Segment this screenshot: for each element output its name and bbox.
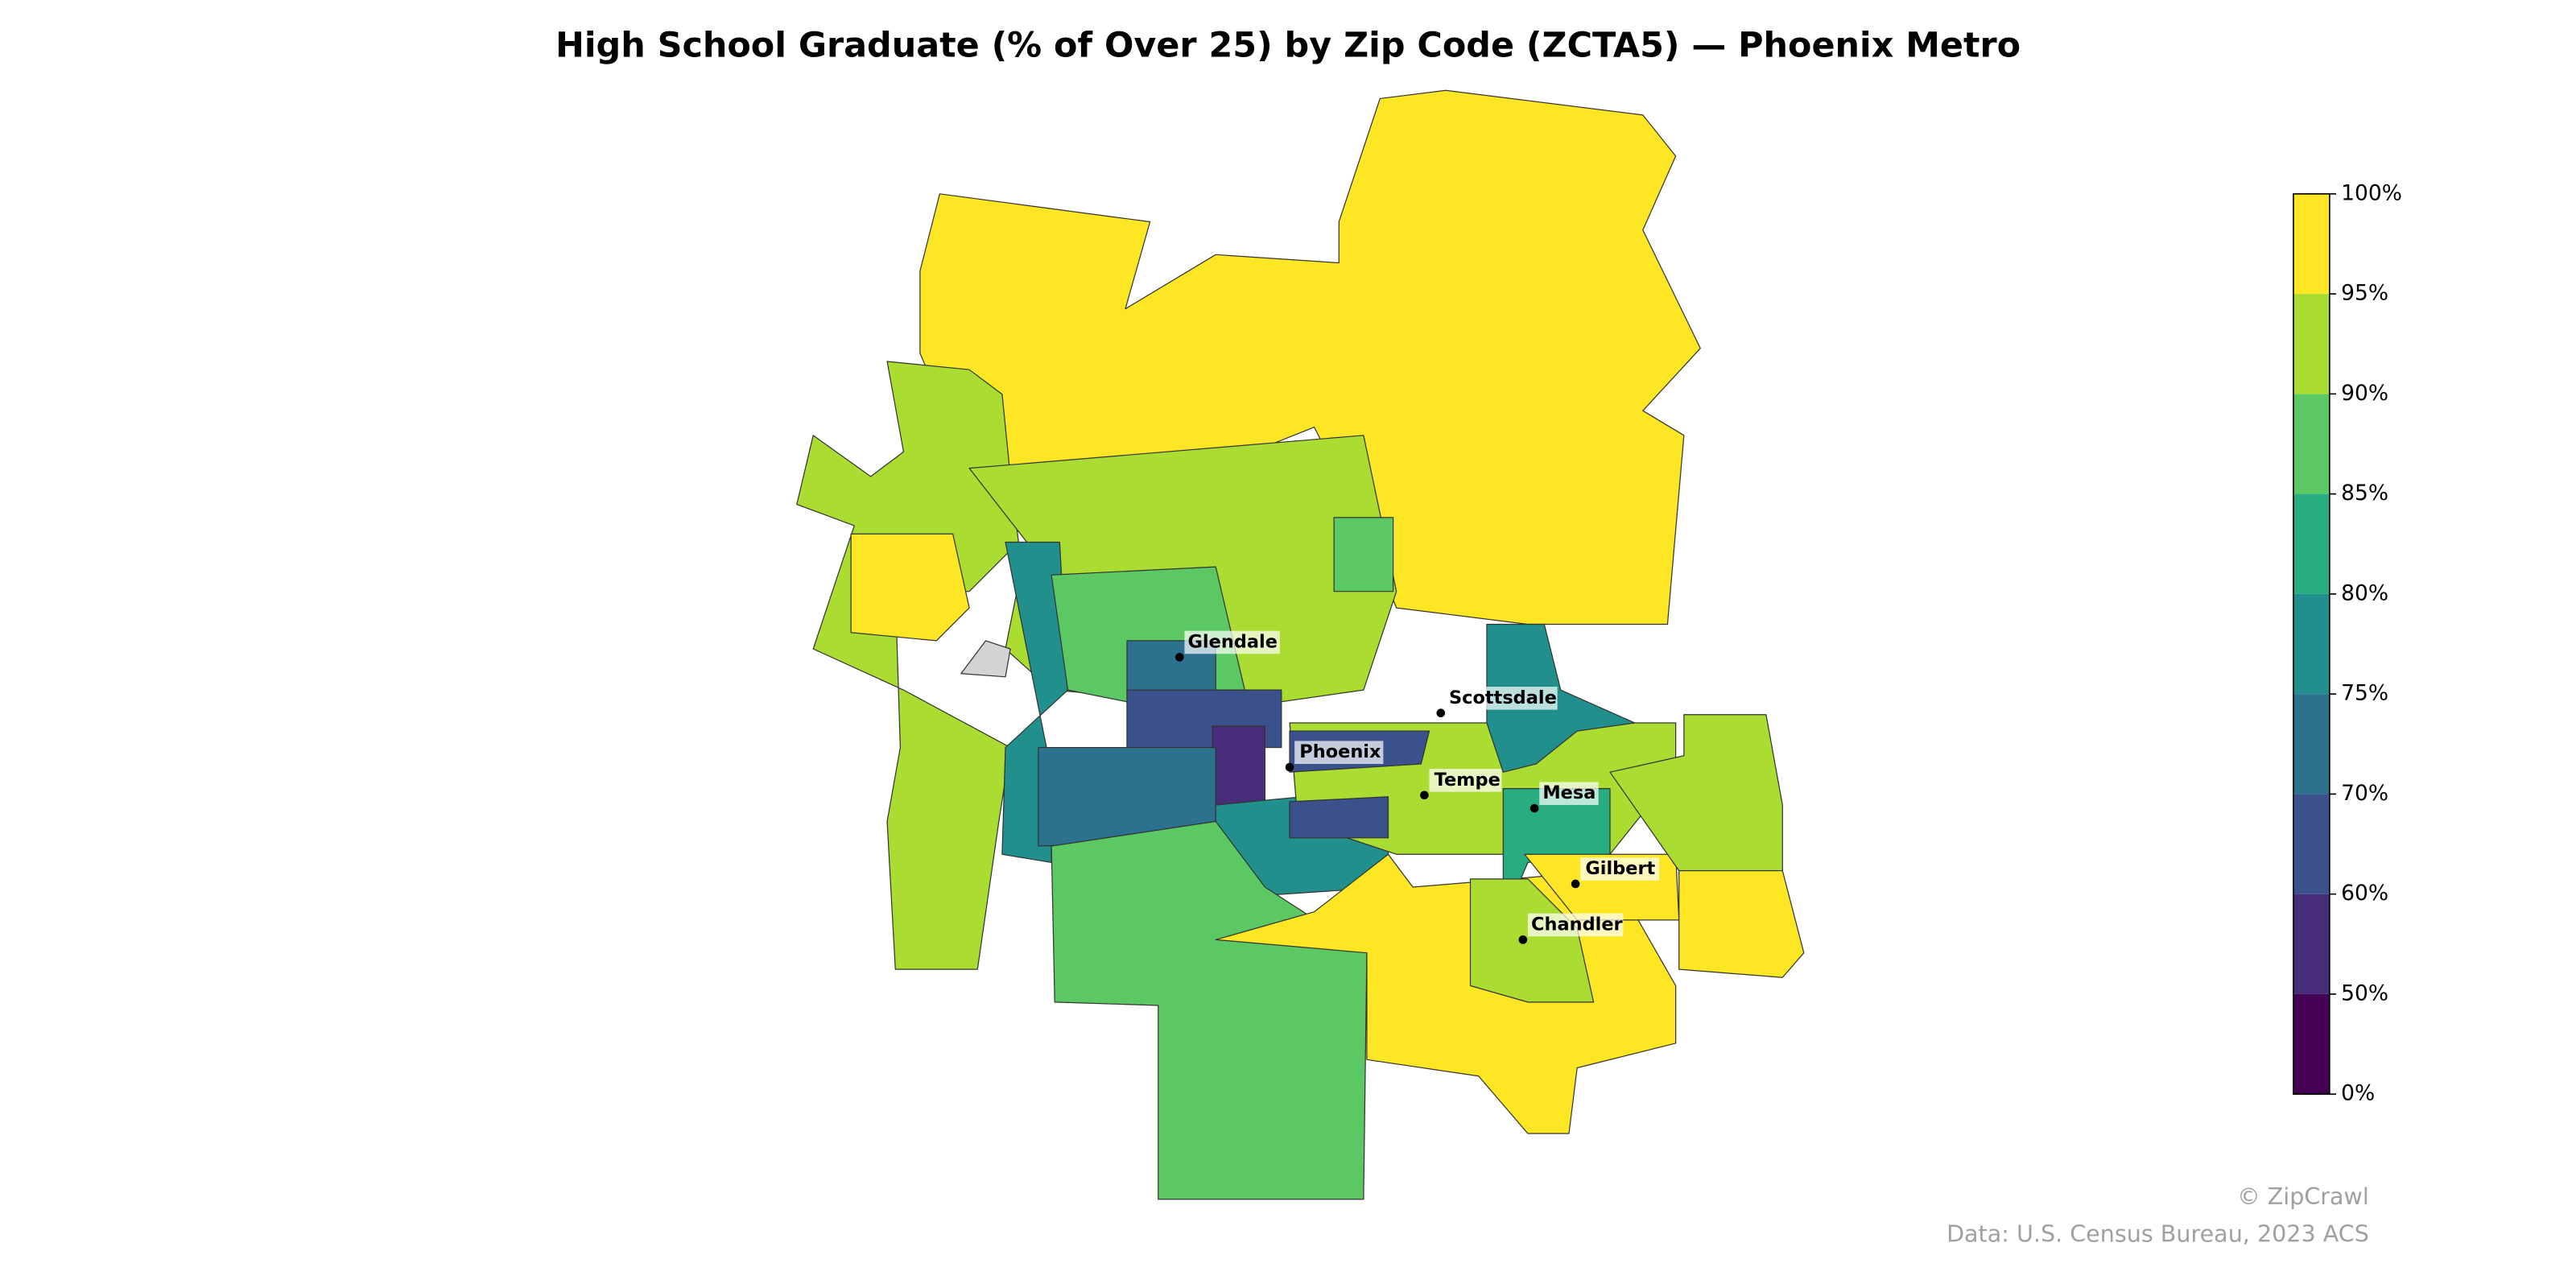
colorbar-tick-label: 85% xyxy=(2341,481,2388,506)
colorbar-tick-label: 95% xyxy=(2341,281,2388,306)
colorbar-segment xyxy=(2293,394,2330,494)
colorbar-tick-label: 75% xyxy=(2341,681,2388,706)
colorbar-segment xyxy=(2293,493,2330,594)
colorbar-segment xyxy=(2293,894,2330,994)
city-label: Gilbert xyxy=(1585,858,1655,879)
zip-region xyxy=(1678,870,1805,978)
colorbar-segment xyxy=(2293,294,2330,394)
city-label-bg xyxy=(1580,857,1660,881)
zip-region xyxy=(850,533,970,642)
city-label: Glendale xyxy=(1188,631,1278,652)
city-label: Tempe xyxy=(1435,770,1501,791)
zip-region xyxy=(1333,517,1394,592)
zip-region xyxy=(1212,725,1266,809)
colorbar-tick-label: 0% xyxy=(2341,1081,2375,1106)
city-label: Scottsdale xyxy=(1449,687,1557,708)
city-label-bg xyxy=(1539,782,1599,805)
zip-region xyxy=(1051,820,1368,1200)
credit: © ZipCrawl xyxy=(2237,1183,2369,1210)
city-markers: Glendale Scottsdale Phoenix Tempe Mesa G… xyxy=(1175,630,1660,944)
zip-region xyxy=(1486,623,1636,773)
colorbar: 0% 50% 60% 70% 75% 80% 85% 90% 95% 100% xyxy=(2293,180,2402,1106)
colorbar-frame xyxy=(2293,193,2330,1095)
city-label-bg xyxy=(1184,630,1280,654)
colorbar-tick-label: 50% xyxy=(2341,980,2388,1005)
credit: Data: U.S. Census Bureau, 2023 ACS xyxy=(1946,1220,2369,1248)
city-dot xyxy=(1420,791,1429,800)
colorbar-segment xyxy=(2293,593,2330,695)
city-label-bg xyxy=(1527,913,1624,937)
colorbar-tick-label: 90% xyxy=(2341,381,2388,406)
city-label: Phoenix xyxy=(1299,741,1381,762)
city-label-bg xyxy=(1294,741,1384,764)
city-label: Chandler xyxy=(1531,914,1623,935)
colorbar-segment xyxy=(2293,193,2330,295)
city-label-bg xyxy=(1429,769,1502,792)
city-dot xyxy=(1436,708,1446,718)
city-dot xyxy=(1285,762,1294,772)
colorbar-tick-label: 60% xyxy=(2341,881,2388,906)
chart-title: High School Graduate (% of Over 25) by Z… xyxy=(555,26,2021,66)
colorbar-tick-label: 70% xyxy=(2341,781,2388,806)
city-dot xyxy=(1571,879,1580,889)
colorbar-tick-label: 100% xyxy=(2341,180,2402,205)
colorbar-segment xyxy=(2293,694,2330,795)
city-dot xyxy=(1518,935,1528,944)
colorbar-tick-label: 80% xyxy=(2341,580,2388,605)
colorbar-segment xyxy=(2293,794,2330,894)
city-dot xyxy=(1175,653,1184,662)
zip-region xyxy=(1289,796,1389,839)
city-label-bg xyxy=(1445,687,1558,710)
map xyxy=(796,89,1805,1200)
colorbar-segment xyxy=(2293,993,2330,1095)
zip-region xyxy=(1469,878,1595,1003)
city-label: Mesa xyxy=(1542,782,1596,803)
city-dot xyxy=(1530,803,1539,813)
zip-region xyxy=(960,640,1011,678)
